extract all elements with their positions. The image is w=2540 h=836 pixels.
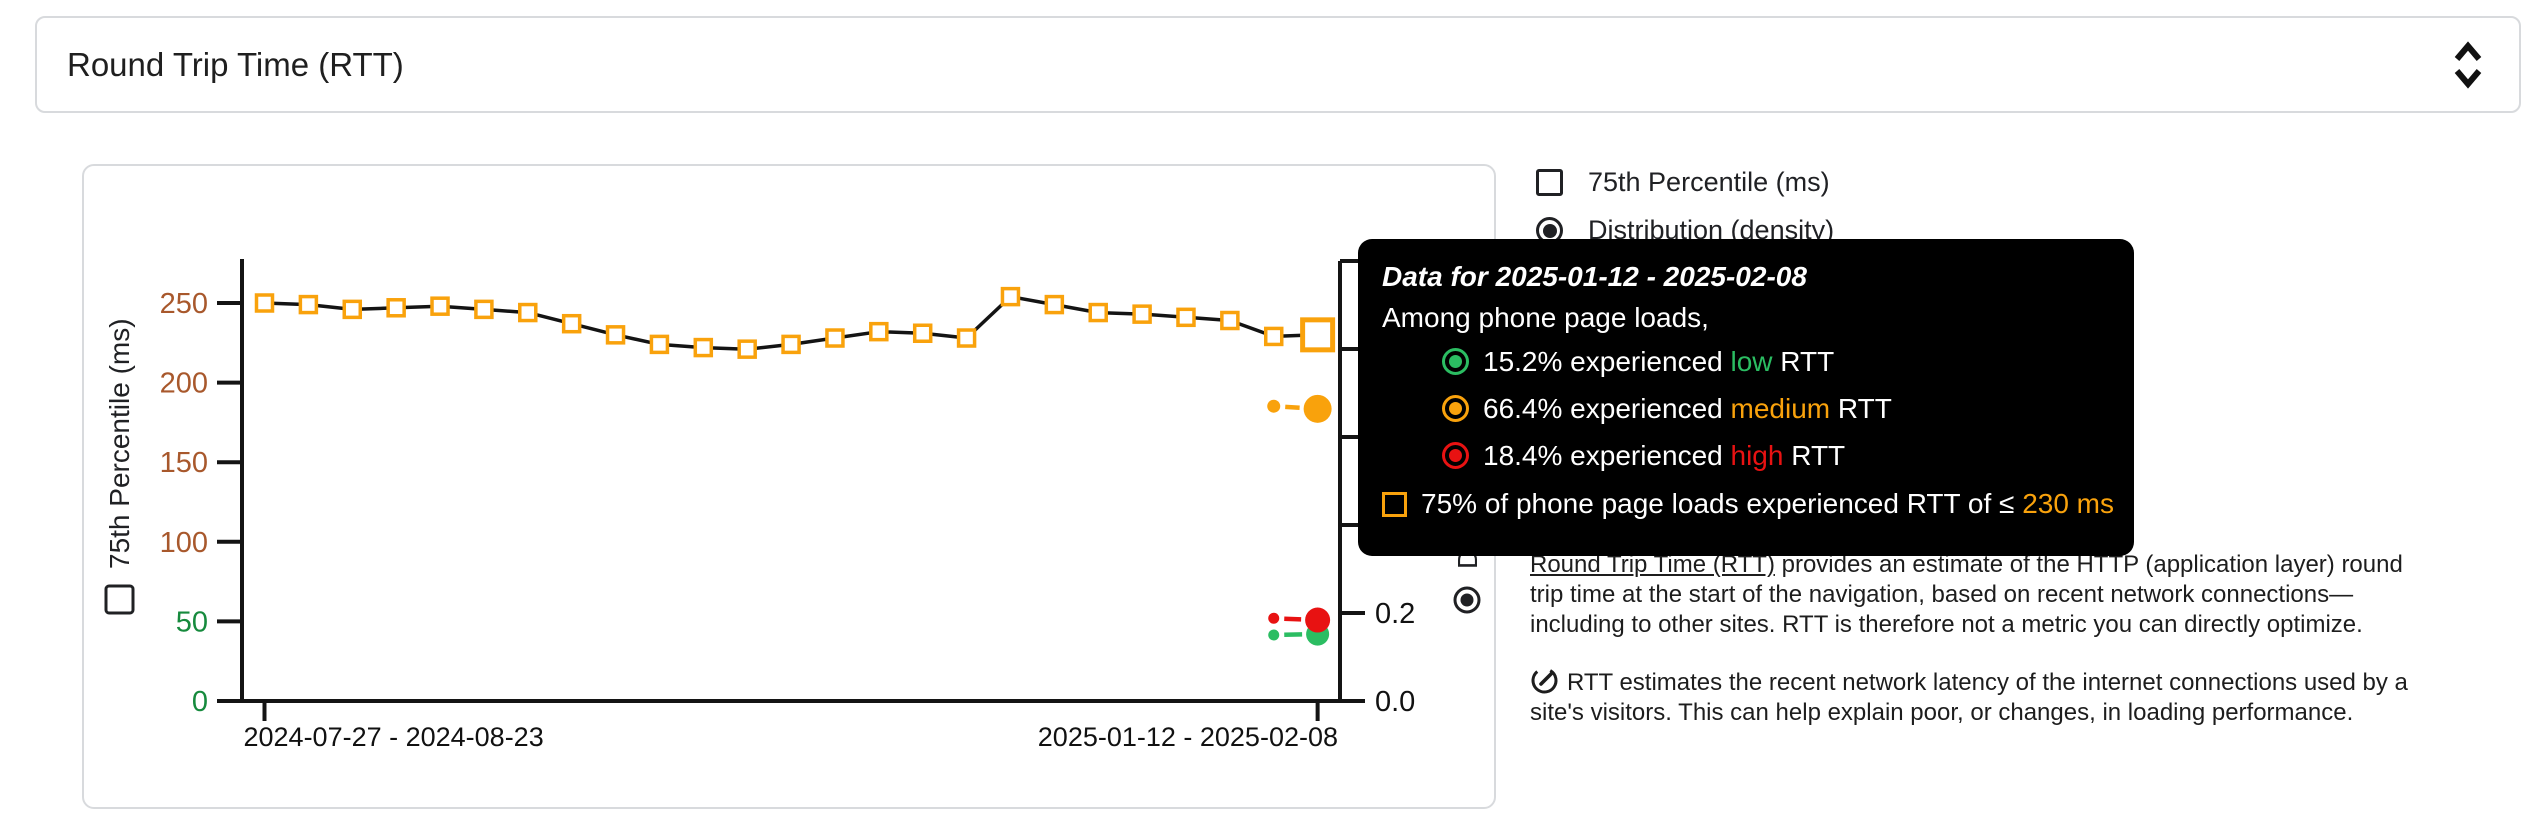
data-point-marker[interactable]: [1220, 310, 1240, 331]
tooltip-text: 18.4% experienced: [1483, 439, 1731, 471]
distribution-connector-medium: [1285, 404, 1300, 411]
gauge-icon: [1531, 667, 1558, 694]
data-point-marker[interactable]: [1132, 304, 1152, 324]
tooltip-highlight: 230 ms: [2022, 488, 2115, 519]
tooltip-highlight: low: [1730, 345, 1773, 377]
data-point-marker[interactable]: [254, 293, 275, 313]
distribution-prev-dot-low[interactable]: [1268, 629, 1280, 641]
y-axis-left-title[interactable]: 75th Percentile (ms): [104, 318, 135, 615]
y-tick-label: 0: [192, 686, 208, 718]
tooltip-text: RTT: [1830, 392, 1892, 424]
legend-label: 75th Percentile (ms): [1588, 167, 1830, 197]
data-point-marker[interactable]: [474, 299, 494, 320]
data-point-marker[interactable]: [912, 323, 933, 343]
checkbox-icon[interactable]: [104, 584, 135, 615]
chart-legend: 75th Percentile (ms) Distribution (densi…: [1536, 167, 1834, 246]
y-axis-left-label: 75th Percentile (ms): [104, 318, 135, 569]
x-tick-label-first: 2024-07-27 - 2024-08-23: [244, 722, 544, 752]
data-point-marker[interactable]: [869, 321, 889, 342]
data-point-marker[interactable]: [737, 339, 757, 359]
medium-ring-icon: [1442, 395, 1469, 422]
legend-item-75th-percentile[interactable]: 75th Percentile (ms): [1536, 167, 1834, 198]
rtt-chart-panel: 0 50 100 150 200 250 0.0 0.2 2024-07-27 - 2024-0…: [82, 164, 1496, 809]
tooltip-text: 66.4% experienced: [1483, 392, 1731, 424]
data-point-marker[interactable]: [1000, 286, 1021, 307]
metric-description: Round Trip Time (RTT) provides an estima…: [1530, 550, 2414, 728]
data-point-marker[interactable]: [1176, 307, 1196, 328]
data-point-marker[interactable]: [956, 328, 977, 348]
tooltip-text: 75% of phone page loads experienced RTT …: [1421, 488, 2023, 519]
tooltip-highlight: medium: [1730, 392, 1831, 424]
y-tick-label: 100: [160, 527, 208, 559]
distribution-dot-medium[interactable]: [1303, 394, 1332, 423]
data-point-marker[interactable]: [1044, 294, 1065, 315]
tooltip-row-medium: 66.4% experienced medium RTT: [1382, 385, 2110, 432]
data-point-marker[interactable]: [693, 337, 714, 358]
data-point-marker[interactable]: [781, 334, 801, 355]
distribution-dot-high[interactable]: [1305, 607, 1331, 633]
radio-dot: [1460, 593, 1474, 607]
metric-selector-value: Round Trip Time (RTT): [67, 45, 404, 83]
y-tick-label: 250: [160, 288, 208, 320]
data-point-marker[interactable]: [518, 302, 538, 323]
data-point-marker[interactable]: [825, 328, 845, 348]
data-point-marker[interactable]: [386, 298, 406, 318]
distribution-prev-dot-medium[interactable]: [1267, 399, 1281, 413]
tooltip-text: RTT: [1783, 439, 1846, 471]
checkbox-icon[interactable]: [1536, 169, 1563, 196]
data-point-marker[interactable]: [605, 325, 626, 345]
rtt-trend-chart[interactable]: 0 50 100 150 200 250 0.0 0.2 2024-07-27 - 2024-0…: [84, 166, 1494, 807]
high-ring-icon: [1442, 442, 1469, 469]
tooltip-row-low: 15.2% experienced low RTT: [1382, 338, 2110, 385]
data-point-marker[interactable]: [1263, 326, 1284, 347]
unfold-more-icon: [2454, 40, 2482, 89]
description-paragraph-1: Round Trip Time (RTT) provides an estima…: [1530, 551, 2403, 638]
tooltip-subtitle: Among phone page loads,: [1382, 302, 1709, 333]
data-point-marker[interactable]: [430, 296, 450, 316]
tooltip-row-p75: 75% of phone page loads experienced RTT …: [1382, 479, 2114, 529]
density-tick-label: 0.2: [1375, 598, 1415, 630]
y-tick-label: 200: [160, 368, 208, 400]
chart-tooltip: Data for 2025-01-12 - 2025-02-08 Among p…: [1358, 239, 2134, 556]
y-tick-label: 50: [176, 606, 208, 638]
x-tick-label-last: 2025-01-12 - 2025-02-08: [1038, 722, 1338, 752]
density-tick-label: 0.0: [1375, 686, 1415, 718]
data-point-marker[interactable]: [561, 313, 582, 334]
tooltip-text: 15.2% experienced: [1483, 345, 1731, 377]
data-point-marker[interactable]: [342, 299, 363, 320]
tooltip-text: RTT: [1772, 345, 1835, 377]
low-ring-icon: [1442, 348, 1469, 375]
distribution-prev-dot-high[interactable]: [1268, 612, 1280, 624]
distribution-connector-high: [1284, 616, 1302, 622]
description-paragraph-2: RTT estimates the recent network latency…: [1530, 666, 2414, 728]
metric-selector[interactable]: Round Trip Time (RTT): [35, 16, 2521, 113]
tooltip-row-high: 18.4% experienced high RTT: [1382, 432, 2110, 479]
tooltip-highlight: high: [1730, 439, 1784, 471]
highlighted-data-point[interactable]: [1300, 317, 1336, 353]
square-outline-icon: [1382, 491, 1407, 517]
y-tick-label: 150: [160, 447, 208, 479]
data-point-marker[interactable]: [649, 334, 670, 355]
data-point-marker[interactable]: [298, 294, 319, 315]
data-point-marker[interactable]: [1088, 302, 1108, 323]
tooltip-title: Data for 2025-01-12 - 2025-02-08: [1382, 261, 1807, 292]
